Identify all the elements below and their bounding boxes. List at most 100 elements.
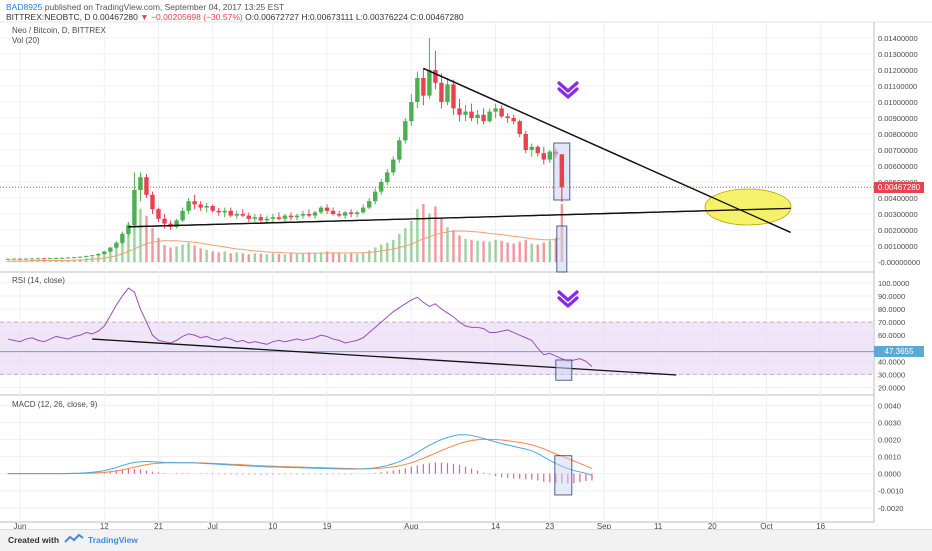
candle-body bbox=[373, 191, 378, 202]
candle-body bbox=[451, 84, 456, 109]
candle-body bbox=[72, 257, 77, 259]
candle-body bbox=[222, 210, 227, 213]
candle-body bbox=[120, 234, 125, 243]
y-tick-label: 0.00700000 bbox=[878, 146, 918, 155]
volume-bar bbox=[464, 238, 467, 262]
y-tick-label: 0.01000000 bbox=[878, 98, 918, 107]
author-name[interactable]: BAD8925 bbox=[6, 2, 43, 12]
volume-bar bbox=[476, 240, 479, 262]
volume-bar bbox=[103, 252, 106, 262]
candle-body bbox=[324, 207, 330, 211]
volume-bar bbox=[253, 253, 257, 262]
candle-body bbox=[126, 225, 131, 234]
volume-bar bbox=[368, 250, 371, 262]
volume-bar bbox=[494, 239, 497, 262]
y-tick-label: 0.00400000 bbox=[878, 194, 918, 203]
volume-bar bbox=[169, 247, 172, 262]
volume-bar bbox=[217, 252, 220, 262]
volume-bar bbox=[271, 253, 275, 262]
volume-bar bbox=[30, 260, 34, 262]
y-tick-label: 0.01400000 bbox=[878, 34, 918, 43]
candle-body bbox=[264, 218, 270, 221]
candle-body bbox=[306, 214, 312, 216]
x-tick-label: 20 bbox=[708, 522, 717, 531]
candle-body bbox=[162, 218, 167, 224]
tradingview-logo-icon[interactable] bbox=[64, 533, 84, 545]
volume-bar bbox=[440, 218, 443, 262]
candle-body bbox=[78, 256, 83, 258]
candle-body bbox=[96, 254, 101, 256]
volume-bar bbox=[265, 254, 269, 262]
candle-body bbox=[132, 190, 137, 226]
volume-bar bbox=[42, 261, 46, 262]
y-tick-label: 0.00200000 bbox=[878, 226, 918, 235]
volume-bar bbox=[283, 254, 287, 262]
candle-body bbox=[192, 201, 197, 205]
volume-bar bbox=[446, 227, 449, 262]
candle-body bbox=[354, 212, 360, 214]
volume-ma-line bbox=[8, 230, 562, 262]
symbol-info: BITTREX:NEOBTC, D 0.00467280 ▼ −0.002056… bbox=[6, 12, 464, 22]
trendline-overlay bbox=[423, 67, 791, 233]
volume-bar bbox=[301, 253, 305, 262]
candle-body bbox=[282, 215, 288, 219]
y-tick-label: 70.0000 bbox=[878, 318, 905, 327]
y-tick-label: 0.0040 bbox=[878, 401, 901, 410]
volume-bar bbox=[392, 239, 395, 262]
volume-bar bbox=[73, 259, 76, 262]
volume-bar bbox=[175, 246, 178, 262]
y-tick-label: 0.0030 bbox=[878, 418, 901, 427]
volume-bar bbox=[307, 252, 311, 262]
volume-bar bbox=[151, 228, 154, 262]
candle-body bbox=[294, 215, 300, 218]
volume-bar bbox=[410, 220, 413, 262]
y-tick-label: 0.01100000 bbox=[878, 82, 917, 91]
volume-bar bbox=[199, 248, 202, 262]
volume-bar bbox=[524, 239, 527, 262]
price-change: −0.00205698 (−30.57%) bbox=[151, 12, 243, 22]
current-price-label: 0.00467280 bbox=[874, 181, 924, 193]
volume-bar bbox=[530, 243, 533, 262]
candle-body bbox=[53, 258, 59, 259]
candle-body bbox=[90, 255, 95, 257]
candle-body bbox=[475, 114, 480, 118]
ohlc-values: O:0.00672727 H:0.00673111 L:0.00376224 C… bbox=[245, 12, 464, 22]
rsi-pane-title: RSI (14, close) bbox=[12, 276, 65, 285]
volume-bar bbox=[187, 242, 190, 262]
signal-line bbox=[8, 438, 593, 475]
volume-label: Vol (20) bbox=[12, 36, 40, 45]
candle-body bbox=[288, 215, 294, 218]
volume-bar bbox=[157, 237, 160, 262]
down-arrow-marker-icon bbox=[557, 290, 579, 302]
volume-bar bbox=[60, 260, 64, 262]
candle-body bbox=[108, 247, 113, 252]
volume-bar bbox=[229, 253, 232, 262]
tradingview-brand[interactable]: TradingView bbox=[88, 535, 138, 545]
volume-bar bbox=[416, 208, 419, 262]
x-tick-label: 23 bbox=[545, 522, 554, 531]
candle-body bbox=[5, 258, 11, 260]
candle-body bbox=[59, 257, 65, 259]
candle-body bbox=[234, 214, 239, 216]
candle-body bbox=[445, 84, 450, 102]
volume-bar bbox=[548, 240, 551, 262]
candle-body bbox=[397, 140, 402, 160]
y-tick-label: 60.0000 bbox=[878, 331, 905, 340]
rsi-trendline bbox=[92, 338, 677, 376]
candle-body bbox=[505, 116, 510, 118]
volume-bar bbox=[404, 228, 407, 262]
y-tick-label: 0.0000 bbox=[878, 470, 901, 479]
candle-body bbox=[547, 151, 552, 160]
price-pane-title: Neo / Bitcoin, D, BITTREX bbox=[12, 26, 106, 35]
y-tick-label: 0.00300000 bbox=[878, 210, 918, 219]
created-with-text: Created with bbox=[8, 535, 60, 545]
volume-bar bbox=[181, 244, 184, 262]
y-tick-label: 0.01300000 bbox=[878, 50, 918, 59]
volume-bar bbox=[121, 233, 124, 262]
volume-bar bbox=[331, 252, 335, 262]
volume-bar bbox=[325, 251, 329, 262]
x-tick-label: Jun bbox=[14, 522, 27, 531]
volume-bar bbox=[241, 253, 244, 262]
x-tick-label: 12 bbox=[100, 522, 109, 531]
candle-body bbox=[240, 214, 245, 216]
